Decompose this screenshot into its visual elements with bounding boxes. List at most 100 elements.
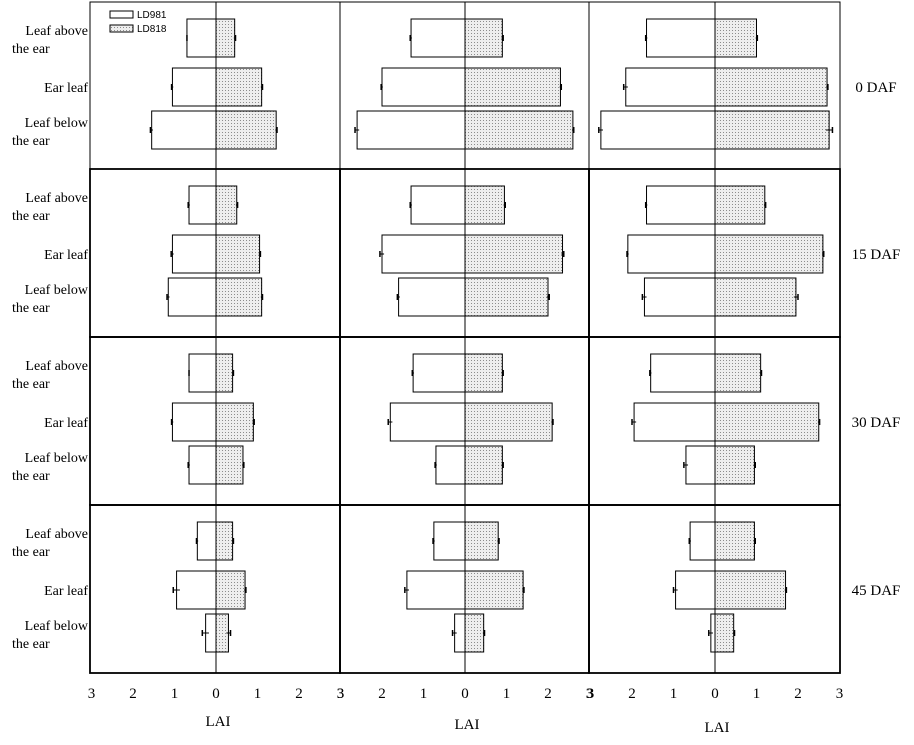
x-tick-label: 1 — [670, 686, 678, 702]
bar-ld818 — [714, 185, 766, 225]
panel-30-daf-col-2 — [339, 336, 590, 506]
bar-ld981 — [685, 445, 716, 485]
bar-ld818 — [714, 613, 735, 653]
x-axis-label: LAI — [455, 717, 480, 733]
x-tick-label: 0 — [461, 686, 469, 702]
legend-swatch-ld981 — [109, 10, 134, 19]
panel-15-daf-col-2 — [339, 168, 590, 338]
panel-0-daf-col-1 — [89, 1, 341, 170]
x-tick-label: 2 — [295, 686, 303, 702]
bar-ld818 — [215, 18, 236, 58]
bar-ld818 — [215, 67, 263, 107]
bar-ld981 — [196, 521, 217, 561]
x-tick-label: 2 — [129, 686, 137, 702]
legend: LD981 LD818 — [109, 10, 167, 35]
category-label: Leaf below the ear — [12, 116, 89, 149]
category-label-line: Leaf above — [25, 527, 88, 542]
bar-ld818 — [714, 18, 757, 58]
bar-ld981 — [188, 185, 217, 225]
legend-label-ld981: LD981 — [137, 10, 167, 21]
bar-ld981 — [171, 67, 217, 107]
x-tick-label: 0 — [711, 686, 719, 702]
x-tick-label: 3 — [337, 686, 345, 702]
bar-ld818 — [714, 234, 824, 274]
x-tick-label: 2 — [628, 686, 636, 702]
bar-ld981 — [151, 110, 217, 150]
bar-ld818 — [215, 277, 263, 317]
bar-ld818 — [464, 110, 574, 150]
category-label-line: the ear — [12, 301, 50, 316]
category-label: Ear leaf — [44, 584, 88, 599]
x-tick-label: 2 — [794, 686, 802, 702]
panel-30-daf-col-3 — [588, 336, 841, 506]
x-tick-label: 1 — [503, 686, 511, 702]
bar-ld818 — [714, 570, 787, 610]
bar-ld818 — [464, 353, 503, 393]
bar-ld981 — [188, 445, 217, 485]
x-tick-label: 3 — [587, 686, 595, 702]
bar-ld818 — [714, 445, 755, 485]
category-label-line: Leaf below — [25, 283, 89, 298]
x-tick-label: 2 — [544, 686, 552, 702]
category-label-line: the ear — [12, 545, 50, 560]
bar-ld981 — [633, 402, 716, 442]
panel-15-daf-col-3 — [588, 168, 841, 338]
bar-ld981 — [186, 18, 217, 58]
bar-ld981 — [176, 570, 217, 610]
panel-grid — [89, 1, 841, 674]
x-tick-label: 0 — [212, 686, 220, 702]
bar-ld818 — [215, 445, 244, 485]
panel-45-daf-col-1 — [89, 504, 341, 674]
legend-label-ld818: LD818 — [137, 24, 167, 35]
row-label: 45 DAF — [852, 583, 901, 599]
bar-ld981 — [675, 570, 716, 610]
bar-ld981 — [398, 277, 466, 317]
bar-ld981 — [389, 402, 466, 442]
bar-ld981 — [433, 521, 466, 561]
x-tick-label: 1 — [420, 686, 428, 702]
category-label-line: Leaf above — [25, 191, 88, 206]
x-axis-label: LAI — [705, 720, 730, 736]
category-label-line: the ear — [12, 42, 50, 57]
category-label: Leaf above the ear — [12, 191, 88, 224]
bar-ld818 — [464, 402, 553, 442]
category-label-line: Leaf below — [25, 116, 89, 131]
x-tick-label: 1 — [753, 686, 761, 702]
panel-15-daf-col-1 — [89, 168, 341, 338]
x-tick-label: 3 — [586, 686, 594, 702]
bar-ld818 — [215, 353, 234, 393]
bar-ld981 — [650, 353, 716, 393]
bar-ld818 — [464, 613, 485, 653]
row-label: 30 DAF — [852, 415, 901, 431]
bar-ld818 — [714, 110, 830, 150]
category-label-line: the ear — [12, 469, 50, 484]
category-label: Leaf below the ear — [12, 283, 89, 316]
x-tick-label: 1 — [254, 686, 262, 702]
bar-ld818 — [464, 234, 564, 274]
bar-ld818 — [464, 67, 561, 107]
category-label-line: Leaf above — [25, 359, 88, 374]
panel-30-daf-col-1 — [89, 336, 341, 506]
x-axis-label: LAI — [206, 714, 231, 730]
bar-ld818 — [464, 445, 503, 485]
bar-ld981 — [167, 277, 217, 317]
legend-swatch-ld818 — [109, 24, 134, 33]
bar-ld981 — [381, 234, 466, 274]
row-label: 0 DAF — [855, 80, 896, 96]
bar-ld818 — [464, 570, 524, 610]
category-label: Leaf below the ear — [12, 619, 89, 652]
category-label: Leaf above the ear — [12, 24, 88, 57]
category-label-line: the ear — [12, 377, 50, 392]
bar-ld818 — [464, 277, 549, 317]
category-label-line: Leaf above — [25, 24, 88, 39]
x-tick-label: 1 — [171, 686, 179, 702]
category-label: Leaf above the ear — [12, 527, 88, 560]
bar-ld981 — [435, 445, 466, 485]
bar-ld981 — [171, 234, 217, 274]
category-label-line: the ear — [12, 637, 50, 652]
category-label-line: the ear — [12, 134, 50, 149]
bar-ld818 — [215, 110, 277, 150]
category-label: Ear leaf — [44, 81, 88, 96]
bar-ld818 — [215, 570, 246, 610]
row-label: 15 DAF — [852, 247, 901, 263]
